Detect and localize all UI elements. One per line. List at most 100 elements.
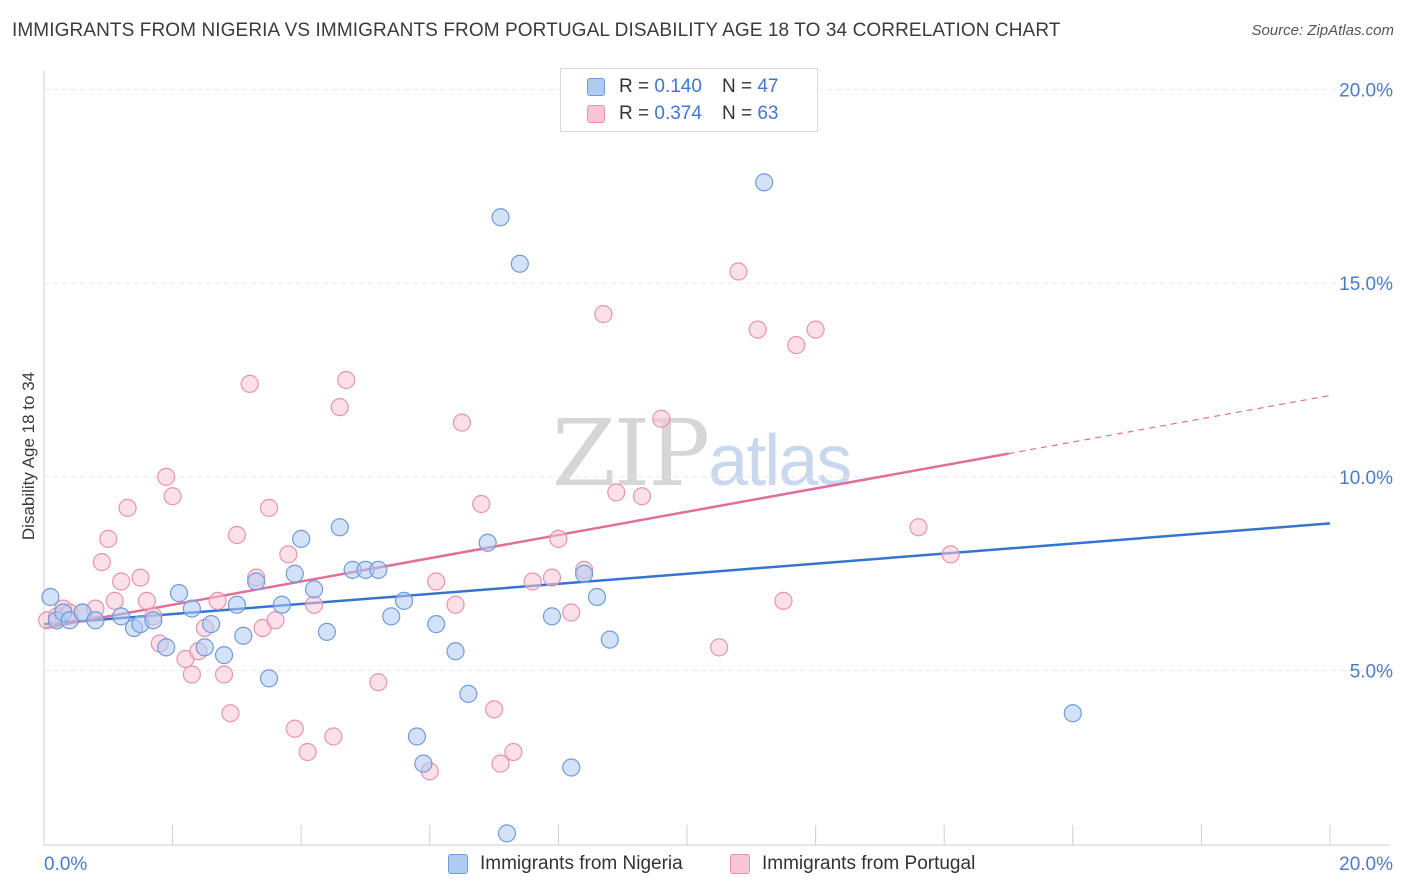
nigeria-point bbox=[394, 591, 414, 610]
source-credit: Source: ZipAtlas.com bbox=[1251, 22, 1394, 39]
portugal-point bbox=[240, 374, 259, 393]
nigeria-point bbox=[195, 638, 214, 657]
nigeria-point bbox=[755, 173, 774, 192]
portugal-point bbox=[266, 611, 285, 630]
trend-lines bbox=[43, 394, 1331, 630]
portugal-point bbox=[259, 498, 279, 517]
portugal-point bbox=[452, 413, 472, 432]
watermark-zip: ZIP bbox=[552, 400, 710, 507]
nigeria-point bbox=[510, 254, 529, 273]
portugal-point bbox=[208, 591, 227, 610]
n-value: 63 bbox=[757, 103, 779, 124]
nigeria-point bbox=[86, 611, 105, 630]
nigeria-point bbox=[427, 615, 446, 634]
portugal-point bbox=[787, 336, 806, 355]
portugal-point bbox=[369, 673, 388, 692]
nigeria-point bbox=[112, 607, 131, 626]
nigeria-point bbox=[382, 607, 401, 626]
nigeria-point bbox=[304, 580, 324, 599]
n-label: N = bbox=[721, 76, 753, 97]
portugal-point bbox=[485, 700, 504, 719]
portugal-swatch bbox=[587, 105, 605, 123]
r-value: 0.140 bbox=[654, 76, 702, 97]
portugal-point bbox=[118, 498, 137, 517]
tick-labels: 5.0% 10.0% 15.0% 20.0% 0.0% 20.0% bbox=[44, 80, 1393, 875]
portugal-point bbox=[298, 742, 317, 762]
nigeria-point bbox=[214, 646, 234, 665]
portugal-point bbox=[112, 572, 131, 591]
portugal-point bbox=[163, 487, 182, 506]
portugal-point bbox=[279, 545, 298, 564]
portugal-point bbox=[324, 727, 343, 746]
x-tick-label: 0.0% bbox=[44, 854, 87, 875]
nigeria-point bbox=[182, 599, 201, 618]
axes bbox=[43, 70, 1390, 846]
portugal-point bbox=[549, 529, 568, 548]
x-tick-label: 20.0% bbox=[1339, 854, 1393, 875]
n-label: N = bbox=[721, 103, 753, 124]
portugal-point bbox=[330, 398, 349, 417]
nigeria-point bbox=[144, 611, 163, 630]
nigeria-point bbox=[414, 754, 433, 773]
nigeria-point bbox=[575, 564, 594, 583]
nigeria-point bbox=[202, 615, 221, 634]
y-tick-label: 15.0% bbox=[1339, 274, 1393, 295]
nigeria-point bbox=[497, 824, 517, 843]
nigeria-point bbox=[446, 642, 465, 661]
portugal-point bbox=[304, 595, 324, 614]
nigeria-legend-swatch bbox=[448, 854, 468, 874]
r-value: 0.374 bbox=[654, 103, 702, 124]
y-axis-label: Disability Age 18 to 34 bbox=[19, 372, 38, 540]
nigeria-point bbox=[227, 595, 246, 614]
r-label: R = bbox=[619, 76, 650, 97]
portugal-point bbox=[157, 467, 176, 486]
portugal-legend-swatch bbox=[730, 854, 750, 874]
correlation-legend: R = 0.140 N = 47 R = 0.374 N = 63 bbox=[560, 68, 818, 132]
legend-row-portugal: R = 0.374 N = 63 bbox=[587, 102, 778, 126]
y-tick-label: 20.0% bbox=[1339, 80, 1393, 101]
portugal-point bbox=[806, 320, 825, 339]
nigeria-point bbox=[272, 595, 292, 614]
nigeria-point bbox=[259, 669, 279, 688]
portugal-point bbox=[652, 409, 671, 428]
portugal-point bbox=[542, 568, 562, 587]
nigeria-point bbox=[542, 607, 562, 626]
portugal-point bbox=[632, 487, 652, 506]
nigeria-point bbox=[330, 518, 349, 537]
portugal-point bbox=[729, 262, 748, 281]
nigeria-point bbox=[478, 533, 497, 552]
bottom-legend-nigeria: Immigrants from Nigeria bbox=[448, 852, 683, 876]
portugal-point bbox=[105, 591, 124, 610]
nigeria-legend-label: Immigrants from Nigeria bbox=[480, 853, 683, 874]
portugal-point bbox=[941, 545, 960, 564]
nigeria-point bbox=[491, 208, 510, 227]
nigeria-swatch bbox=[587, 78, 605, 96]
nigeria-point bbox=[587, 587, 607, 607]
portugal-point bbox=[427, 572, 446, 591]
n-value: 47 bbox=[757, 76, 779, 97]
y-tick-label: 10.0% bbox=[1339, 468, 1393, 489]
portugal-point bbox=[285, 719, 304, 738]
portugal-point bbox=[607, 483, 626, 502]
portugal-legend-label: Immigrants from Portugal bbox=[762, 853, 976, 874]
nigeria-point bbox=[369, 560, 388, 579]
nigeria-point bbox=[285, 564, 304, 583]
nigeria-point bbox=[1063, 704, 1082, 723]
y-tick-label: 5.0% bbox=[1350, 662, 1393, 683]
nigeria-point bbox=[459, 684, 478, 703]
portugal-point bbox=[446, 595, 465, 614]
data-points bbox=[38, 173, 1082, 843]
portugal-point bbox=[504, 742, 523, 762]
nigeria-trend-line bbox=[43, 522, 1331, 626]
portugal-point bbox=[227, 525, 246, 545]
portugal-point bbox=[92, 553, 111, 572]
nigeria-point bbox=[317, 622, 337, 641]
chart-title: IMMIGRANTS FROM NIGERIA VS IMMIGRANTS FR… bbox=[12, 20, 1061, 41]
portugal-point bbox=[710, 638, 729, 657]
portugal-point bbox=[182, 665, 201, 684]
portugal-point bbox=[594, 305, 613, 324]
watermark: ZIPatlas bbox=[552, 400, 852, 507]
watermark-atlas: atlas bbox=[708, 421, 852, 501]
portugal-point bbox=[137, 591, 156, 610]
